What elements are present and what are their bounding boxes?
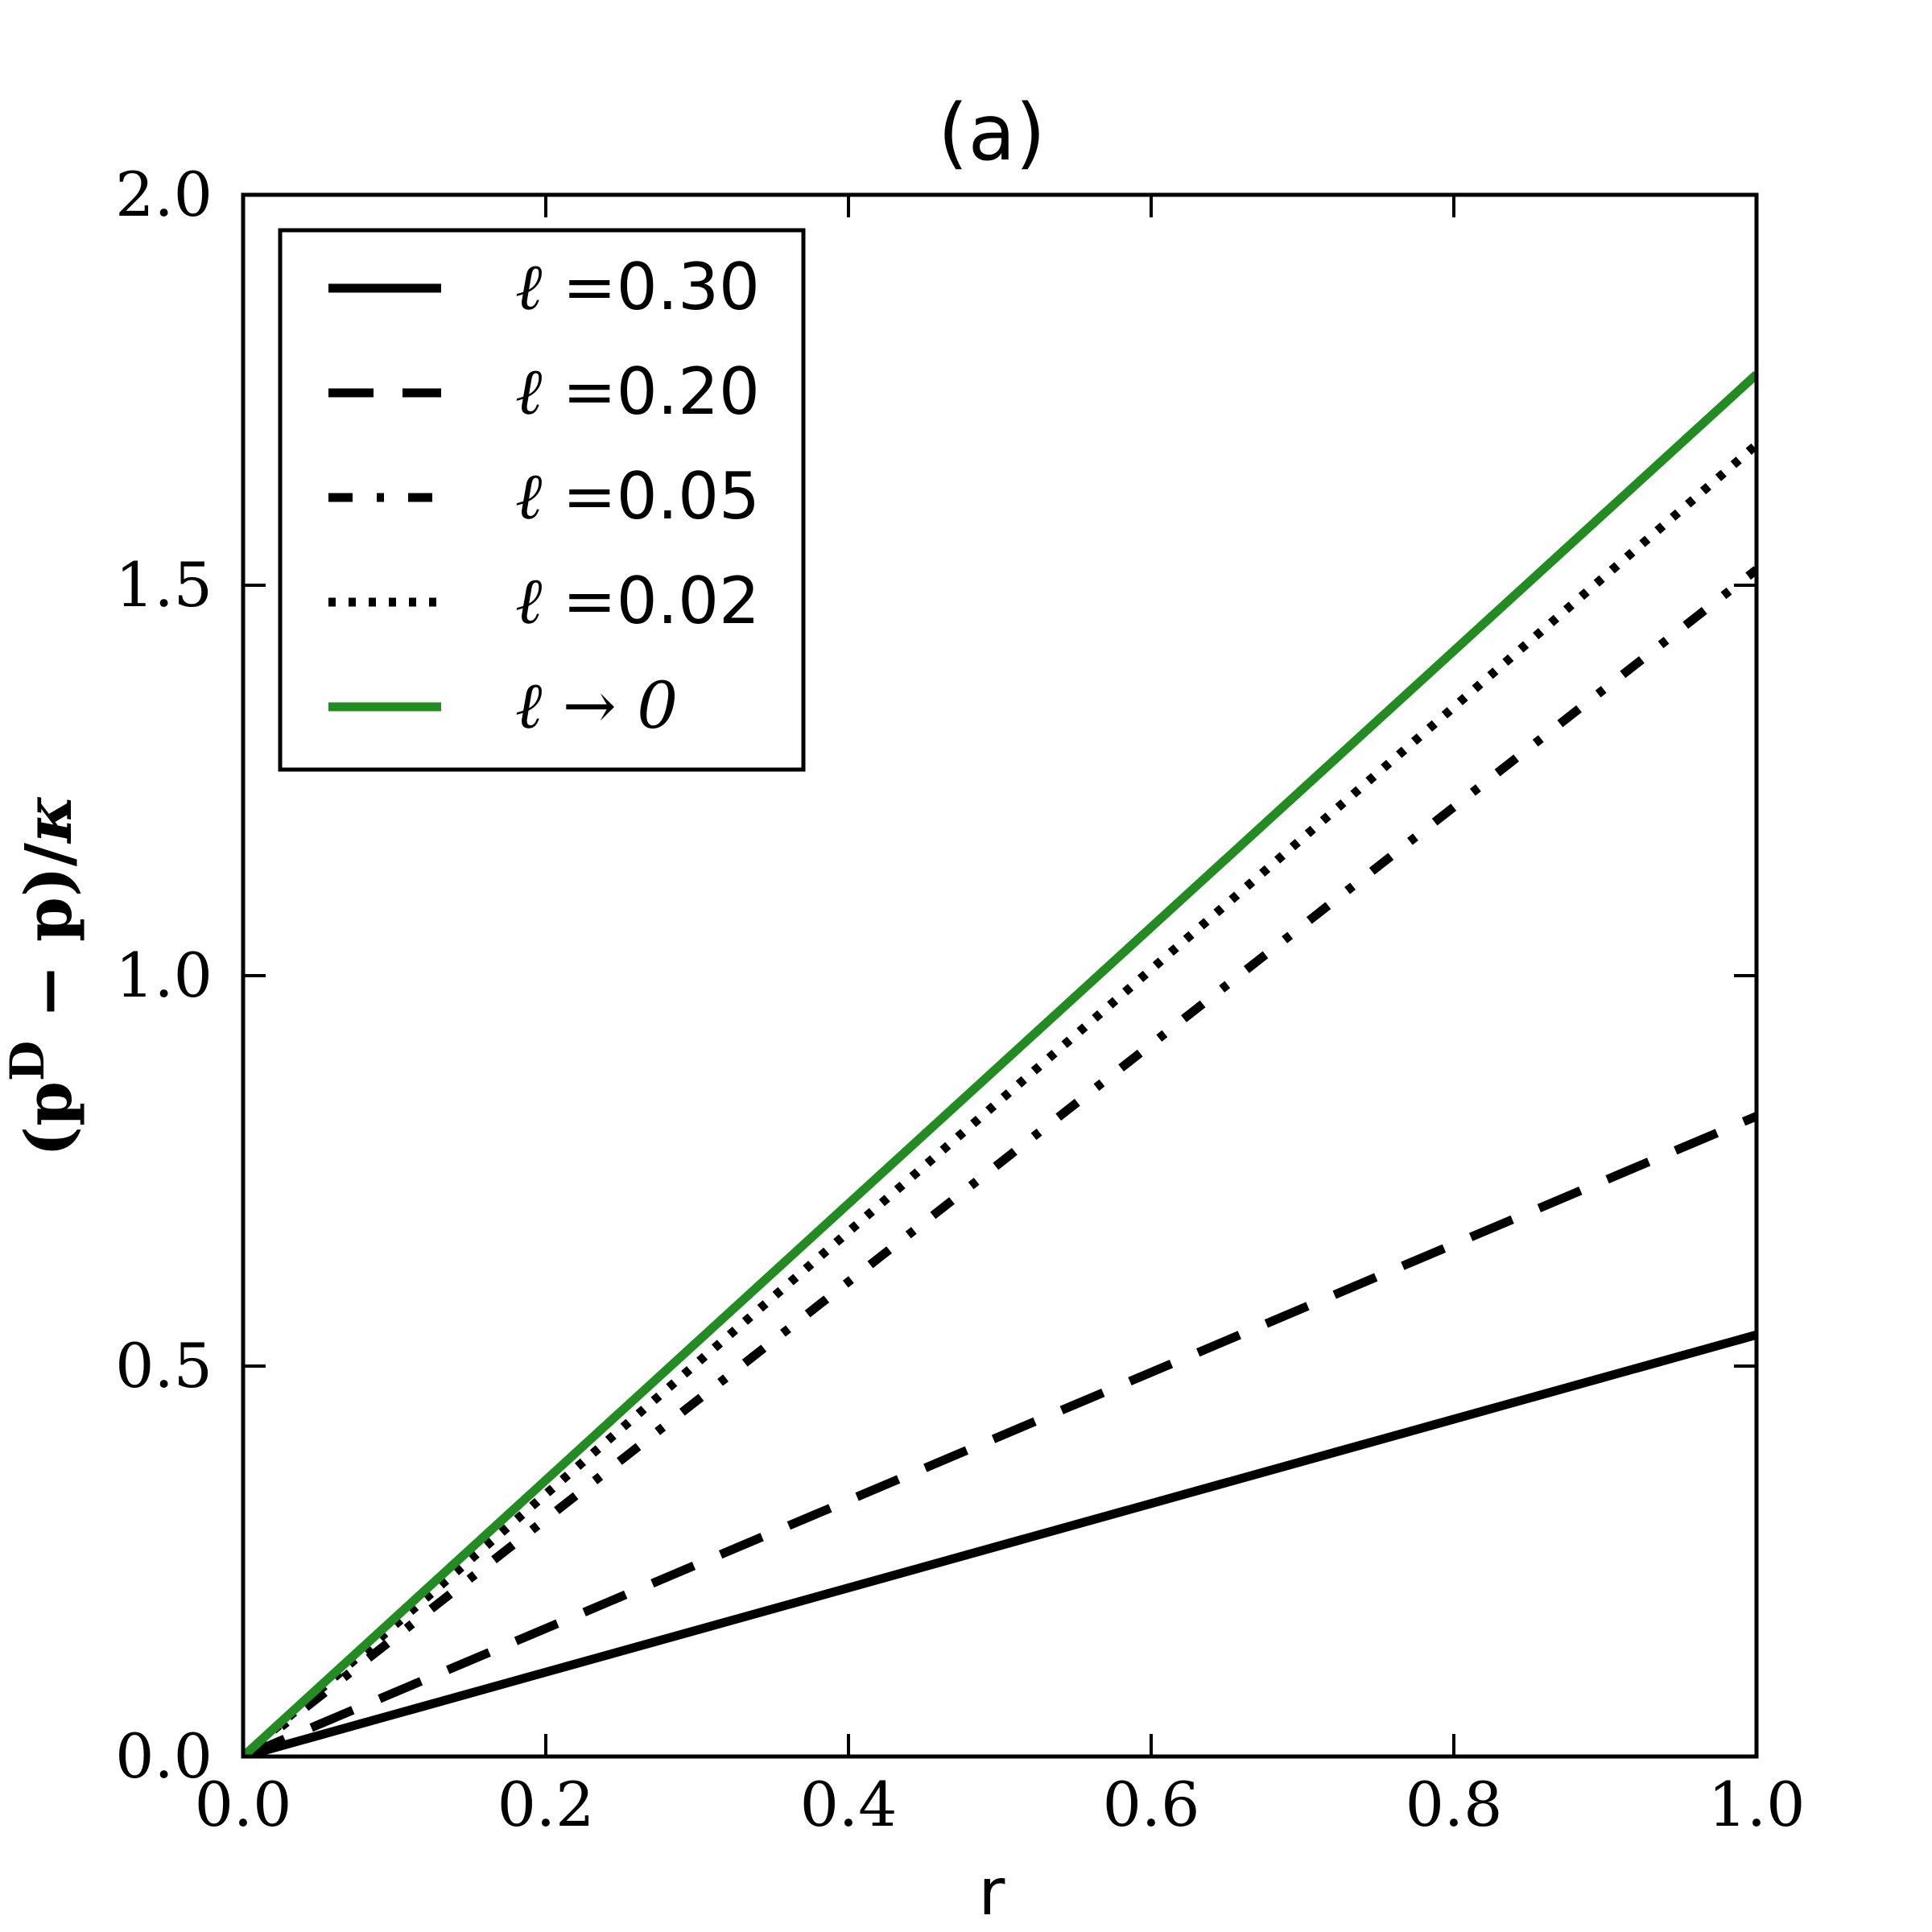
series-layer xyxy=(243,371,1757,1757)
y-tick-label: 1.5 xyxy=(115,549,213,621)
legend-label-value: 0.05 xyxy=(617,459,760,534)
legend-label-math: ℓ = xyxy=(515,354,617,429)
y-tick-label: 0.0 xyxy=(115,1720,213,1792)
chart-title: (a) xyxy=(938,88,1046,178)
y-axis-label-kappa: κ xyxy=(10,795,86,844)
x-tick-label: 0.0 xyxy=(195,1769,292,1840)
y-tick-label: 0.5 xyxy=(115,1330,213,1402)
series-line-3 xyxy=(243,566,1757,1757)
legend-label-2: ℓ =0.20 xyxy=(515,354,760,429)
legend-label-math: ℓ → 0 xyxy=(515,668,678,743)
legend-label-value: 0.20 xyxy=(617,354,760,429)
legend-label-math: ℓ = xyxy=(515,564,617,638)
series-line-2 xyxy=(243,1112,1757,1757)
y-axis-label: (pD − p)/κ xyxy=(0,795,86,1157)
legend-box xyxy=(278,228,806,772)
legend-label-4: ℓ =0.02 xyxy=(515,564,760,638)
legend-label-math: ℓ = xyxy=(515,250,617,324)
x-tick-label: 0.4 xyxy=(800,1769,898,1840)
series-line-1 xyxy=(243,1330,1757,1757)
y-tick-labels: 0.0 0.5 1.0 1.5 2.0 xyxy=(115,159,213,1792)
legend-label-math: ℓ = xyxy=(515,459,617,534)
x-tick-label: 0.2 xyxy=(497,1769,595,1840)
x-tick-labels: 0.0 0.2 0.4 0.6 0.8 1.0 xyxy=(195,1769,1806,1840)
x-tick-label: 0.8 xyxy=(1406,1769,1503,1840)
series-line-5 xyxy=(243,371,1757,1757)
axis-ticks xyxy=(242,193,1758,1758)
x-axis-label: r xyxy=(979,1855,1005,1930)
y-axis-label-open: (p xyxy=(10,1081,86,1157)
legend-label-5: ℓ → 0 xyxy=(515,668,678,743)
legend-label-1: ℓ =0.30 xyxy=(515,250,760,324)
y-axis-label-superscript: D xyxy=(0,1041,55,1081)
y-tick-label: 1.0 xyxy=(115,939,213,1011)
x-tick-label: 0.6 xyxy=(1103,1769,1200,1840)
x-tick-label: 1.0 xyxy=(1708,1769,1806,1840)
legend-label-value: 0.30 xyxy=(617,250,760,324)
legend-label-3: ℓ =0.05 xyxy=(515,459,760,534)
legend: ℓ =0.30ℓ =0.20ℓ =0.05ℓ =0.02ℓ → 0 xyxy=(278,228,806,772)
y-axis-label-rest: − p)/ xyxy=(10,842,86,1041)
legend-label-value: 0.02 xyxy=(617,564,760,638)
y-tick-label: 2.0 xyxy=(115,159,213,230)
